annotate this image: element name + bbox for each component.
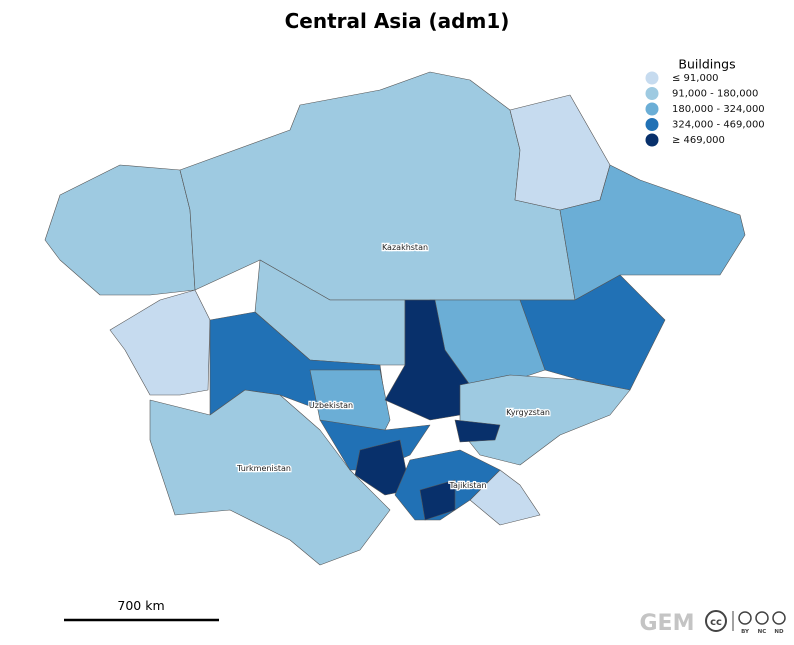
- region: [559, 164, 746, 301]
- scale-label: 700 km: [117, 598, 164, 613]
- legend-swatch: [645, 71, 659, 85]
- legend-label: ≤ 91,000: [672, 73, 719, 84]
- legend: ≤ 91,000 91,000 - 180,000 180,000 - 324,00…: [645, 71, 765, 147]
- region: [419, 479, 456, 521]
- country-label: Kazakhstan: [382, 243, 428, 252]
- cc-icon: [705, 610, 727, 632]
- legend-swatch: [645, 118, 659, 131]
- country-label: Turkmenistan: [236, 464, 291, 473]
- license-label: BY: [741, 629, 750, 635]
- legend-swatch: [645, 102, 659, 116]
- legend-swatch: [645, 87, 659, 100]
- region: [509, 94, 611, 211]
- license-label: NC: [758, 629, 767, 635]
- country-label: Tajikistan: [448, 481, 486, 490]
- license-icon: [772, 611, 786, 625]
- cc-text: cc: [710, 617, 722, 628]
- region: [179, 71, 576, 301]
- region: [459, 374, 631, 466]
- logo: GEM: [640, 611, 695, 636]
- legend-label: ≥ 469,000: [672, 135, 725, 146]
- region: [454, 419, 501, 443]
- license-label: ND: [774, 629, 784, 635]
- legend-label: 324,000 - 469,000: [672, 120, 765, 131]
- license: BY NC ND: [738, 611, 786, 635]
- license-icon: [738, 611, 752, 625]
- country-label: Kyrgyzstan: [506, 408, 550, 417]
- region: [109, 289, 211, 396]
- legend-swatch: [645, 133, 659, 147]
- region: [149, 389, 391, 566]
- map-title: Central Asia (adm1): [285, 9, 510, 33]
- regions: [44, 71, 746, 566]
- legend-label: 91,000 - 180,000: [672, 89, 758, 100]
- legend-label: 180,000 - 324,000: [672, 104, 765, 115]
- legend-title: Buildings: [678, 57, 735, 72]
- license-icon: [755, 611, 769, 625]
- region: [44, 164, 196, 296]
- country-label: Uzbekistan: [309, 401, 353, 410]
